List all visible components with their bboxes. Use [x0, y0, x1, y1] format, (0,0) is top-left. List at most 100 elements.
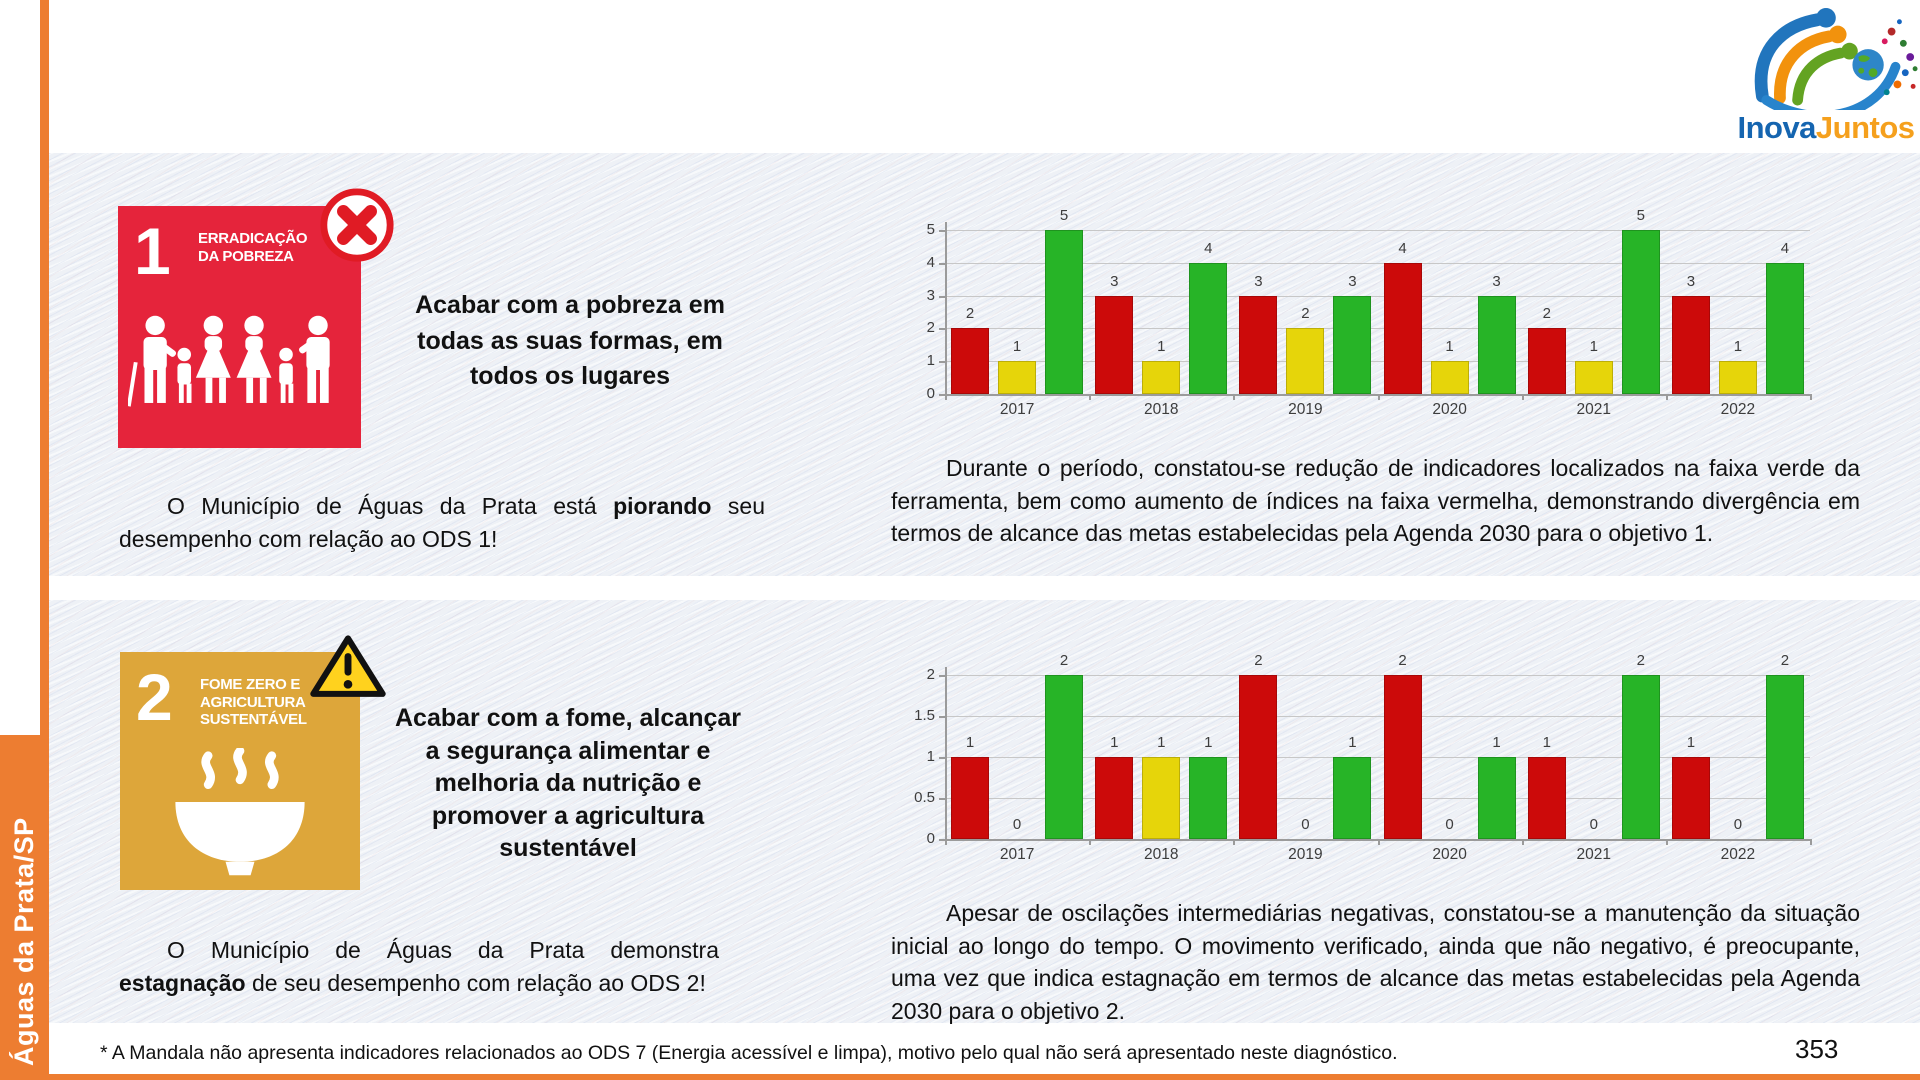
- y-axis-tick: [939, 262, 945, 265]
- bar-value-label: 2: [1059, 652, 1069, 669]
- bar-faixa-vermelha-2017: [951, 328, 990, 394]
- ods1-goal-title: ERRADICAÇÃO DA POBREZA: [198, 230, 308, 265]
- bar-value-label: 1: [1348, 734, 1357, 751]
- bottom-accent-strip: [0, 1074, 1920, 1080]
- y-axis-label: 0: [926, 830, 935, 847]
- bar-value-label: 0: [1445, 816, 1454, 833]
- bar-faixa-vermelha-2022: [1671, 757, 1710, 839]
- x-axis-label: 2022: [1720, 846, 1756, 863]
- x-axis-tick: [1521, 839, 1524, 845]
- x-axis-tick: [945, 394, 947, 400]
- bar-faixa-amarela-2018: [1142, 361, 1181, 394]
- bar-faixa-vermelha-2020: [1383, 675, 1422, 839]
- bar-faixa-verde-2022: [1765, 262, 1804, 394]
- x-axis-label: 2019: [1288, 401, 1323, 418]
- bar-value-label: 1: [1492, 734, 1501, 751]
- bar-value-label: 2: [1398, 652, 1407, 669]
- bar-faixa-verde-2021: [1621, 675, 1660, 839]
- bowl-pictogram-icon: [175, 748, 305, 876]
- ods2-statement: O Município de Águas da Prata demonstra …: [119, 937, 719, 996]
- municipality-label: Águas da Prata/SP: [9, 817, 39, 1066]
- y-axis-label: 2: [926, 319, 935, 337]
- ods1-goal-number: 1: [134, 214, 171, 288]
- y-axis-tick: [939, 716, 945, 718]
- bar-faixa-verde-2019: [1333, 757, 1372, 839]
- y-axis-label: 2: [926, 666, 935, 683]
- bar-value-label: 2: [965, 305, 975, 323]
- gridline: [945, 295, 1810, 297]
- y-axis-line: [945, 222, 947, 394]
- bar-value-label: 2: [1542, 305, 1551, 323]
- family-pictogram-icon: [128, 315, 330, 407]
- bar-faixa-verde-2022: [1765, 675, 1804, 839]
- bar-value-label: 3: [1492, 272, 1501, 290]
- y-axis-tick: [939, 839, 945, 841]
- y-axis-label: 5: [926, 221, 935, 238]
- left-accent-line: [40, 0, 49, 1080]
- y-axis-label: 0: [926, 385, 935, 402]
- inovajuntos-logo-text: InovaJuntos: [1733, 110, 1919, 146]
- bar-value-label: 5: [1636, 207, 1645, 224]
- y-axis-label: 1: [926, 748, 935, 765]
- x-axis-label: 2018: [1143, 401, 1179, 418]
- x-axis-label: 2021: [1576, 401, 1611, 418]
- y-axis-label: 3: [926, 286, 935, 304]
- y-axis-tick: [939, 394, 945, 396]
- x-axis-tick: [1377, 839, 1380, 845]
- ods1-statement: O Município de Águas da Prata está piora…: [119, 493, 765, 552]
- bar-faixa-vermelha-2020: [1383, 262, 1422, 394]
- ods2-analysis: Apesar de oscilações intermediárias nega…: [891, 900, 1860, 1024]
- y-axis-line: [945, 667, 947, 839]
- y-axis-tick: [939, 361, 945, 364]
- gridline: [945, 675, 1810, 676]
- x-axis-tick: [1810, 839, 1812, 845]
- bar-faixa-verde-2017: [1045, 675, 1084, 839]
- bar-value-label: 2: [1636, 652, 1645, 669]
- ods2-statement-bold: estagnação: [119, 969, 246, 996]
- bar-value-label: 1: [1445, 338, 1454, 356]
- bar-value-label: 1: [1012, 338, 1022, 356]
- x-axis-tick: [945, 839, 947, 845]
- bar-value-label: 5: [1059, 207, 1069, 224]
- y-axis-tick: [939, 798, 945, 800]
- x-axis-tick: [1089, 394, 1092, 400]
- ods1-statement-bold: piorando: [613, 493, 712, 519]
- x-axis-tick: [1665, 394, 1668, 400]
- bar-faixa-vermelha-2021: [1527, 757, 1566, 839]
- ods2-mandala-chart: 0 0.5 1 1.5 2 2017 1 0 2 2018 1 1 1 2019 2 0 1 2020 2 0 1 202…: [880, 650, 1825, 870]
- bar-value-label: 0: [1301, 816, 1310, 833]
- x-axis-tick: [1089, 839, 1092, 845]
- warning-triangle-badge-icon: [310, 635, 386, 697]
- bar-faixa-amarela-2021: [1574, 361, 1613, 394]
- bar-faixa-vermelha-2017: [951, 757, 990, 839]
- y-axis-tick: [939, 295, 945, 298]
- ods1-goal-icon: 1 ERRADICAÇÃO DA POBREZA: [118, 206, 361, 448]
- bar-faixa-verde-2020: [1477, 757, 1516, 839]
- x-axis-label: 2018: [1143, 846, 1179, 863]
- logo-text-inova: Inova: [1737, 110, 1816, 145]
- bar-faixa-verde-2018: [1189, 757, 1228, 839]
- x-axis-label: 2022: [1720, 401, 1756, 418]
- bar-value-label: 1: [1733, 338, 1743, 356]
- gridline: [945, 798, 1810, 799]
- bar-value-label: 1: [1686, 734, 1696, 751]
- bar-value-label: 1: [1157, 338, 1166, 356]
- bar-faixa-vermelha-2022: [1671, 295, 1710, 394]
- bar-value-label: 1: [1110, 734, 1119, 751]
- bar-value-label: 0: [1012, 816, 1022, 833]
- bar-value-label: 3: [1110, 272, 1119, 290]
- x-axis-tick: [1233, 394, 1236, 400]
- gridline: [945, 230, 1810, 231]
- bar-value-label: 3: [1686, 272, 1696, 290]
- bar-faixa-amarela-2018: [1142, 757, 1181, 839]
- bar-faixa-verde-2019: [1333, 295, 1372, 394]
- y-axis-tick: [939, 675, 945, 677]
- bar-value-label: 4: [1204, 239, 1213, 257]
- x-axis-label: 2020: [1432, 401, 1467, 418]
- x-axis-tick: [1521, 394, 1524, 400]
- bar-value-label: 4: [1398, 239, 1407, 257]
- y-axis-label: 4: [926, 253, 935, 271]
- bar-faixa-amarela-2019: [1286, 328, 1325, 394]
- y-axis-tick: [939, 230, 945, 232]
- bar-faixa-vermelha-2018: [1095, 757, 1134, 839]
